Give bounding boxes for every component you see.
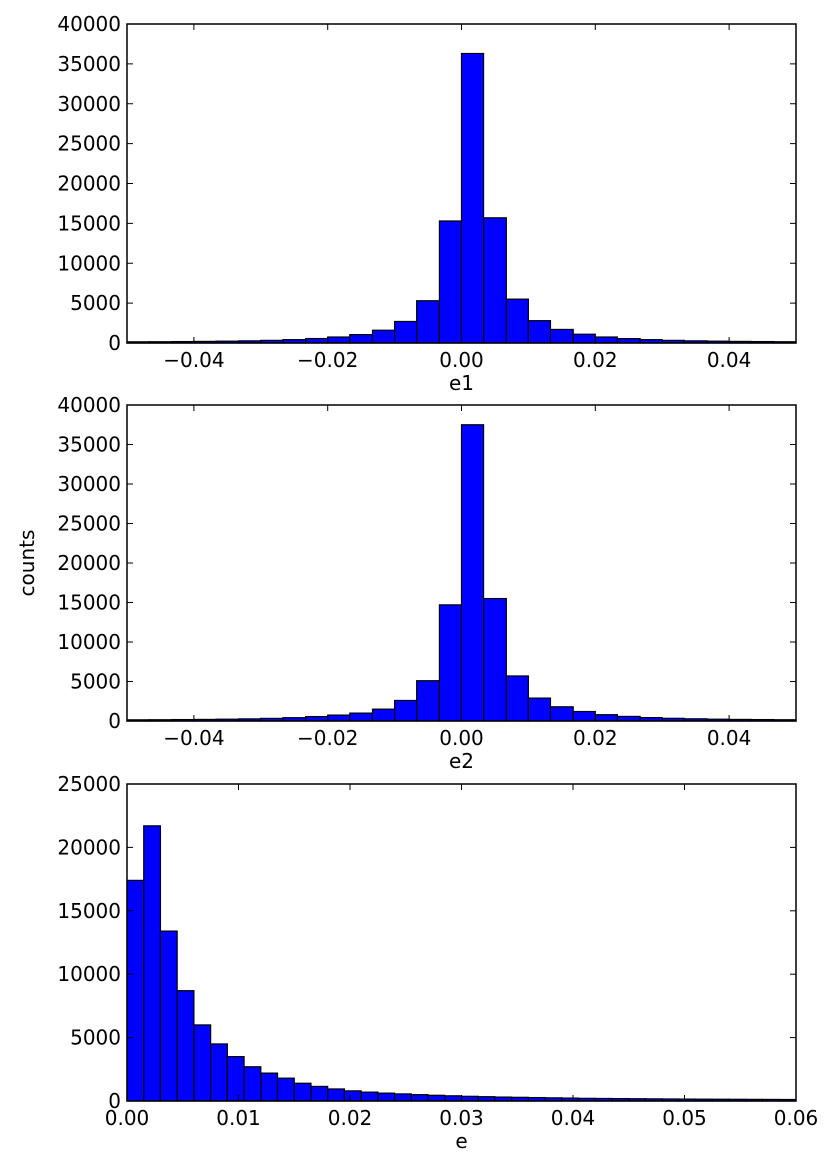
y-tick-label: 35000 bbox=[57, 433, 121, 457]
histogram-bar bbox=[572, 710, 596, 722]
histogram-bar bbox=[276, 1077, 295, 1102]
histogram-bar bbox=[394, 1093, 412, 1102]
histogram-bar bbox=[226, 1056, 245, 1102]
histogram-bar bbox=[527, 320, 552, 344]
e-histogram-panel: 0 5000 10000 15000 20000 25000 0.00 0.01 0.02 0.0… bbox=[57, 772, 818, 1153]
histogram-bar bbox=[343, 1090, 362, 1102]
y-tick-label: 0 bbox=[108, 709, 121, 733]
x-tick-label: 0.02 bbox=[573, 726, 618, 750]
x-tick-label: 0.04 bbox=[551, 1106, 596, 1130]
y-tick-label: 5000 bbox=[70, 670, 121, 694]
histogram-bar bbox=[371, 708, 396, 722]
histogram-bar bbox=[549, 328, 574, 344]
histogram-bar bbox=[394, 699, 418, 722]
histogram-bar bbox=[505, 298, 529, 344]
x-axis-label: e1 bbox=[449, 371, 474, 395]
histogram-bar bbox=[416, 680, 441, 722]
y-tick-label: 10000 bbox=[57, 251, 121, 275]
histogram-bar bbox=[416, 300, 441, 344]
histogram-bar bbox=[210, 1043, 228, 1102]
histogram-bar bbox=[243, 1066, 262, 1102]
y-tick-label: 30000 bbox=[57, 472, 121, 496]
histogram-bar bbox=[260, 1072, 279, 1102]
histogram-bar bbox=[327, 714, 351, 722]
x-tick-label: 0.00 bbox=[439, 726, 484, 750]
x-tick-label: −0.04 bbox=[163, 348, 224, 372]
y-tick-label: 15000 bbox=[57, 899, 121, 923]
histogram-bar bbox=[159, 930, 178, 1102]
histogram-bar bbox=[427, 1094, 446, 1102]
e1-histogram-panel: 0 5000 10000 15000 20000 25000 30000 35000 40000… bbox=[57, 12, 797, 395]
x-tick-label: 0.00 bbox=[105, 1106, 150, 1130]
histogram-bar bbox=[349, 334, 374, 344]
x-tick-label: −0.02 bbox=[297, 348, 358, 372]
x-tick-label: 0.02 bbox=[573, 348, 618, 372]
x-tick-label: 0.04 bbox=[707, 726, 752, 750]
histogram-bar bbox=[371, 329, 396, 344]
x-tick-label: 0.00 bbox=[439, 348, 484, 372]
histogram-bar bbox=[310, 1085, 329, 1102]
y-tick-label: 10000 bbox=[57, 630, 121, 654]
x-tick-label: 0.05 bbox=[662, 1106, 707, 1130]
histogram-bar bbox=[549, 706, 574, 722]
x-tick-label: −0.04 bbox=[163, 726, 224, 750]
histogram-bar bbox=[126, 879, 145, 1102]
x-tick-label: 0.01 bbox=[216, 1106, 261, 1130]
histogram-bar bbox=[293, 1082, 312, 1102]
y-tick-label: 25000 bbox=[57, 772, 121, 796]
histogram-bar bbox=[410, 1094, 429, 1102]
y-tick-label: 35000 bbox=[57, 52, 121, 76]
histogram-bar bbox=[143, 825, 162, 1102]
x-tick-label: 0.06 bbox=[774, 1106, 819, 1130]
histogram-bar bbox=[444, 1095, 463, 1102]
x-axis-label: e bbox=[455, 1129, 467, 1153]
y-tick-label: 25000 bbox=[57, 132, 121, 156]
y-tick-label: 25000 bbox=[57, 512, 121, 536]
x-tick-label: 0.03 bbox=[439, 1106, 484, 1130]
histogram-bar bbox=[360, 1091, 379, 1102]
x-tick-label: −0.02 bbox=[297, 726, 358, 750]
y-tick-label: 5000 bbox=[70, 291, 121, 315]
y-tick-label: 0 bbox=[108, 331, 121, 355]
histogram-bar bbox=[482, 597, 507, 722]
histogram-bar bbox=[394, 320, 418, 344]
y-axis-label: counts bbox=[15, 530, 39, 597]
y-tick-label: 20000 bbox=[57, 172, 121, 196]
histogram-bar bbox=[327, 1088, 346, 1102]
y-tick-label: 10000 bbox=[57, 962, 121, 986]
histogram-bar bbox=[349, 712, 374, 722]
y-tick-label: 40000 bbox=[57, 12, 121, 36]
x-tick-label: 0.04 bbox=[707, 348, 752, 372]
x-axis-label: e2 bbox=[449, 749, 474, 773]
histogram-bar bbox=[327, 336, 351, 344]
histogram-bar bbox=[193, 1024, 212, 1102]
histogram-bar bbox=[176, 990, 195, 1102]
y-tick-label: 15000 bbox=[57, 591, 121, 615]
histogram-bar bbox=[460, 424, 485, 722]
histogram-bar bbox=[438, 604, 463, 722]
histogram-bar bbox=[482, 217, 507, 344]
y-tick-label: 0 bbox=[108, 1089, 121, 1113]
y-tick-label: 15000 bbox=[57, 211, 121, 235]
histogram-bar bbox=[527, 697, 552, 722]
y-tick-label: 30000 bbox=[57, 92, 121, 116]
histogram-bar bbox=[505, 675, 529, 722]
y-tick-label: 5000 bbox=[70, 1026, 121, 1050]
histogram-bar bbox=[594, 336, 618, 344]
histogram-bar bbox=[377, 1092, 396, 1102]
histogram-bar bbox=[460, 52, 485, 344]
histogram-bar bbox=[594, 714, 618, 722]
e2-histogram-panel: 0 5000 10000 15000 20000 25000 30000 35000 40000… bbox=[15, 393, 797, 773]
histogram-bar bbox=[572, 333, 596, 344]
y-tick-label: 20000 bbox=[57, 551, 121, 575]
y-tick-label: 40000 bbox=[57, 393, 121, 417]
x-tick-label: 0.02 bbox=[328, 1106, 373, 1130]
histogram-bar bbox=[438, 220, 463, 344]
y-tick-label: 20000 bbox=[57, 835, 121, 859]
